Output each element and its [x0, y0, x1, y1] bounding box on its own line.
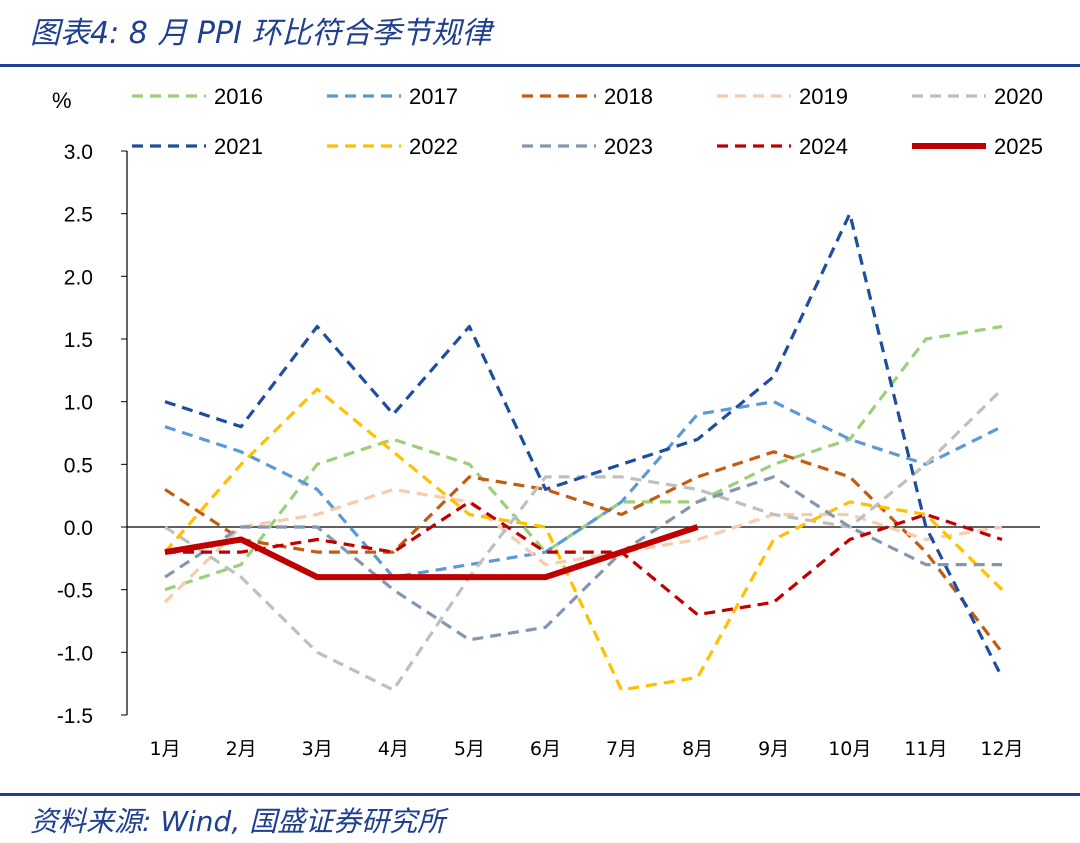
y-tick-label: -1.0 — [57, 642, 93, 665]
legend-label-2021: 2021 — [214, 134, 263, 159]
chart-legend: 2016 2017 2018 2019 2020 2021 2022 2023 2024 2025 — [132, 84, 1043, 159]
x-tick-label: 7月 — [606, 738, 637, 760]
legend-label-2025: 2025 — [994, 134, 1043, 159]
legend-label-2019: 2019 — [799, 84, 848, 109]
series-line-2024 — [165, 500, 1003, 617]
legend-label-2016: 2016 — [214, 84, 263, 109]
series-line-2023 — [164, 475, 1002, 642]
y-tick-label: 0.0 — [64, 517, 93, 540]
y-tick-label: 1.0 — [64, 392, 93, 415]
series-line-2025 — [164, 524, 699, 581]
legend-label-2023: 2023 — [604, 134, 653, 159]
x-tick-labels: 1月 2月 3月 4月 5月 6月 7月 8月 9月 10月 11月 12月 — [149, 738, 1023, 760]
legend-label-2017: 2017 — [409, 84, 458, 109]
source-rule — [0, 793, 1080, 796]
x-tick-label: 1月 — [149, 738, 180, 760]
x-tick-label: 4月 — [378, 738, 409, 760]
y-tick-label: -1.5 — [57, 705, 93, 728]
y-tick-label: 3.0 — [64, 141, 93, 164]
x-tick-label: 5月 — [454, 738, 485, 760]
source-note: 资料来源: Wind, 国盛证券研究所 — [30, 805, 446, 838]
x-tick-label: 10月 — [828, 738, 871, 760]
series-lines — [163, 212, 1004, 692]
x-tick-label: 8月 — [682, 738, 713, 760]
y-tick-label: 2.0 — [64, 266, 93, 289]
y-axis-unit: % — [52, 88, 72, 113]
x-tick-label: 6月 — [530, 738, 561, 760]
series-line-2017 — [164, 400, 1003, 579]
y-tick-label: 0.5 — [64, 454, 93, 477]
x-tick-label: 9月 — [758, 738, 789, 760]
series-line-2022 — [163, 387, 1004, 692]
x-tick-label: 11月 — [904, 738, 947, 760]
y-tick-label: 1.5 — [64, 329, 93, 352]
ppi-line-chart: 3.0 2.5 2.0 1.5 1.0 0.5 0.0 -0.5 -1.0 -1.5 1月 2月 3月… — [52, 84, 1043, 760]
x-tick-label: 3月 — [302, 738, 333, 760]
title-rule — [0, 64, 1080, 67]
legend-label-2022: 2022 — [409, 134, 458, 159]
series-line-2019 — [163, 487, 1003, 604]
x-tick-label: 12月 — [980, 738, 1023, 760]
x-tick-label: 2月 — [226, 738, 257, 760]
legend-label-2024: 2024 — [799, 134, 848, 159]
y-tick-label: -0.5 — [57, 580, 93, 603]
y-tick-labels: 3.0 2.5 2.0 1.5 1.0 0.5 0.0 -0.5 -1.0 -1.5 — [57, 141, 93, 728]
legend-label-2018: 2018 — [604, 84, 653, 109]
series-line-2021 — [164, 212, 1004, 679]
legend-label-2020: 2020 — [994, 84, 1043, 109]
y-tick-label: 2.5 — [64, 204, 93, 227]
series-line-2016 — [164, 324, 1003, 592]
series-line-2018 — [164, 450, 1004, 654]
chart-title: 图表4: 8 月 PPI 环比符合季节规律 — [30, 16, 492, 51]
